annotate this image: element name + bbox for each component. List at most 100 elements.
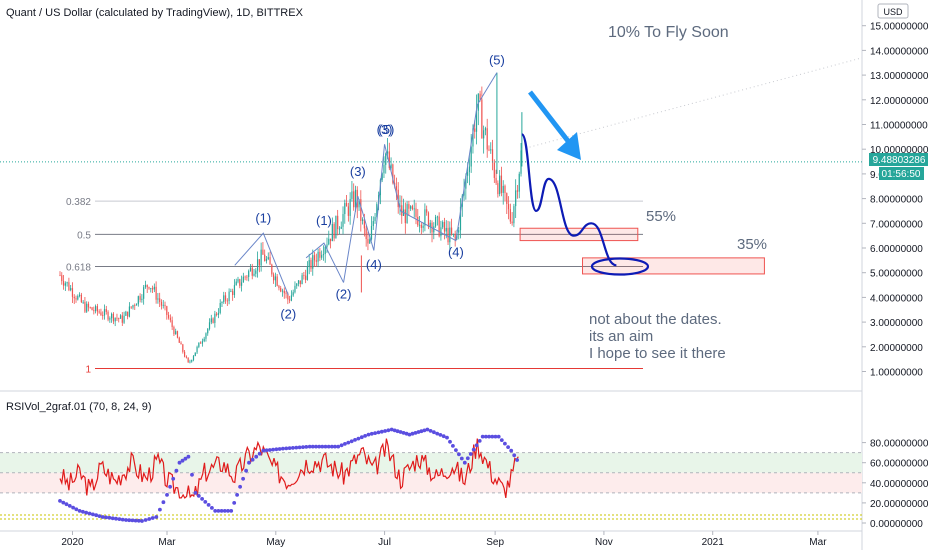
candle-body bbox=[137, 296, 139, 305]
rsi-dot bbox=[261, 448, 266, 453]
candle-body bbox=[232, 291, 234, 296]
candle-body bbox=[427, 212, 430, 228]
rsi-dot bbox=[416, 430, 421, 434]
candle-body bbox=[102, 315, 104, 316]
candle-body bbox=[276, 276, 278, 286]
candle-body bbox=[223, 295, 225, 302]
wave-label: (1) bbox=[255, 211, 271, 226]
rsi-dot bbox=[376, 430, 381, 435]
rsi-dot bbox=[58, 499, 62, 503]
candle-body bbox=[507, 204, 510, 210]
rsi-dot bbox=[193, 491, 198, 495]
candle-body bbox=[294, 285, 296, 293]
rsi-dot bbox=[87, 511, 92, 516]
candle-body bbox=[351, 191, 353, 199]
candle-body bbox=[468, 166, 470, 172]
candle-body bbox=[504, 185, 506, 194]
down-arrow-head bbox=[557, 132, 581, 160]
candle-body bbox=[203, 338, 205, 342]
candle-body bbox=[410, 206, 412, 209]
rsi-dot bbox=[64, 502, 69, 507]
candle-body bbox=[299, 280, 301, 285]
candle-body bbox=[153, 286, 155, 290]
rsi-dot bbox=[226, 509, 230, 513]
candle-body bbox=[260, 249, 262, 266]
candle-body bbox=[226, 300, 228, 302]
candle-body bbox=[66, 282, 68, 284]
wave-label: (2) bbox=[336, 287, 352, 302]
rsi-dot bbox=[291, 446, 295, 450]
rsi-dot bbox=[161, 500, 166, 505]
candle-body bbox=[217, 312, 220, 315]
candle-body bbox=[397, 189, 399, 208]
candle-body bbox=[240, 282, 243, 286]
rsi-tick-label: 0.00000000 bbox=[870, 519, 923, 530]
candle-body bbox=[214, 313, 216, 323]
candle-body bbox=[365, 228, 367, 240]
candle-body bbox=[345, 202, 348, 207]
time-tick-label: Mar bbox=[158, 537, 176, 548]
currency-badge[interactable]: USD bbox=[877, 3, 909, 19]
candle-body bbox=[486, 128, 488, 150]
candle-body bbox=[488, 149, 490, 151]
candle-body bbox=[297, 280, 300, 284]
candle-body bbox=[408, 204, 410, 209]
rsi-dot bbox=[398, 430, 403, 434]
fib-label-1: 1 bbox=[85, 365, 91, 376]
candle-body bbox=[292, 292, 294, 296]
candle-body bbox=[78, 294, 81, 297]
candle-body bbox=[362, 219, 364, 221]
rsi-dot bbox=[314, 444, 318, 449]
candle-body bbox=[235, 281, 237, 286]
candle-body bbox=[112, 313, 114, 322]
candle-body bbox=[216, 313, 218, 315]
candle-body bbox=[269, 257, 271, 265]
candle-body bbox=[440, 227, 442, 237]
price-tick-label: 5.00000000 bbox=[870, 269, 923, 280]
rsi-dot bbox=[143, 518, 148, 522]
rsi-dot bbox=[287, 446, 292, 450]
candle-body bbox=[253, 273, 255, 276]
candle-body bbox=[349, 198, 351, 216]
rsi-lower-band bbox=[0, 472, 862, 493]
candle-body bbox=[303, 275, 305, 276]
rsi-dot bbox=[186, 454, 191, 459]
candle-body bbox=[305, 275, 307, 280]
rsi-dot bbox=[235, 493, 240, 497]
rsi-dot bbox=[401, 431, 406, 435]
candle-body bbox=[141, 298, 143, 300]
candle-body bbox=[262, 249, 264, 255]
wave-line bbox=[343, 144, 402, 283]
rsi-dot bbox=[493, 434, 498, 439]
candle-body bbox=[258, 259, 260, 266]
wave-label: (4) bbox=[448, 245, 464, 260]
candle-body bbox=[210, 318, 212, 323]
candle-body bbox=[285, 293, 287, 295]
candle-body bbox=[121, 315, 123, 323]
rsi-dot bbox=[462, 460, 467, 465]
rsi-dot bbox=[339, 443, 344, 448]
rsi-dot bbox=[451, 444, 455, 448]
candle-body bbox=[246, 276, 248, 278]
trend-dotted-line bbox=[521, 57, 863, 150]
pct-35-label: 35% bbox=[737, 236, 767, 253]
rsi-dot bbox=[356, 436, 361, 441]
candle-body bbox=[224, 295, 227, 301]
price-tick-label: 10.00000000 bbox=[870, 145, 929, 156]
candle-body bbox=[274, 276, 276, 281]
candle-body bbox=[114, 317, 116, 322]
rsi-dot bbox=[107, 515, 112, 520]
candle-body bbox=[175, 331, 177, 335]
candle-body bbox=[454, 233, 456, 239]
fib-label-0.382: 0.382 bbox=[66, 197, 91, 208]
rsi-dot bbox=[512, 453, 517, 458]
candle-body bbox=[449, 227, 451, 243]
candle-body bbox=[130, 306, 132, 308]
rsi-dot bbox=[74, 507, 79, 512]
rsi-dot bbox=[171, 476, 176, 481]
candle-body bbox=[70, 288, 72, 291]
rsi-dot bbox=[487, 434, 491, 439]
rsi-dot bbox=[67, 504, 72, 508]
rsi-dot bbox=[196, 494, 201, 498]
rsi-dot bbox=[130, 518, 135, 523]
